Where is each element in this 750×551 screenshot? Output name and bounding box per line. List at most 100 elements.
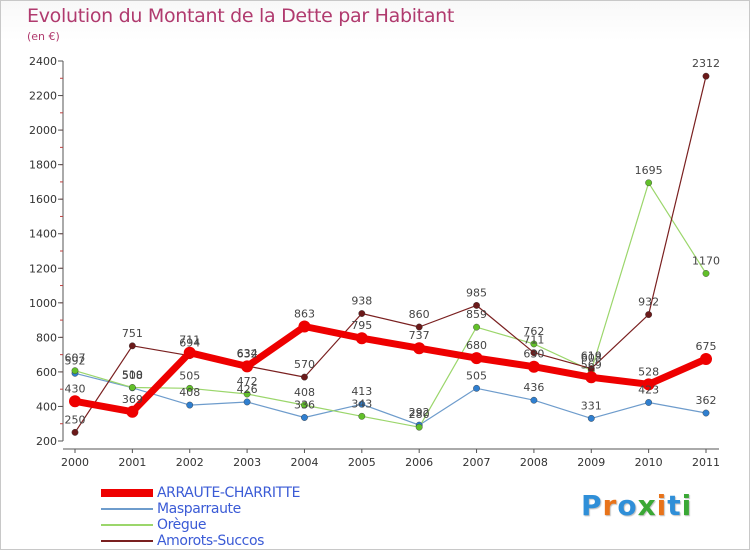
data-labels: 430 369 711 632 863 795 737 680 630 569 528 675 592 5… <box>65 57 721 426</box>
data-point <box>298 320 311 333</box>
data-label: 426 <box>237 383 258 396</box>
data-point <box>645 179 653 187</box>
data-label: 737 <box>409 329 430 342</box>
data-label: 570 <box>294 358 315 371</box>
x-tick-label: 2011 <box>692 456 720 469</box>
data-point <box>473 384 480 392</box>
x-tick-label: 2008 <box>520 456 548 469</box>
axes: 200 400 600 800 1000 1200 1400 1600 1800 2000 2200… <box>29 55 720 469</box>
data-label: 795 <box>351 319 372 332</box>
y-tick-label: 2000 <box>29 124 57 137</box>
legend-swatch <box>101 508 153 510</box>
x-tick-label: 2005 <box>348 456 376 469</box>
data-point <box>473 323 480 331</box>
data-point <box>358 412 366 420</box>
data-label: 711 <box>523 334 544 347</box>
data-label: 619 <box>581 350 602 363</box>
y-tick-label: 1400 <box>29 228 57 241</box>
data-point <box>587 414 595 422</box>
data-label: 932 <box>638 296 659 309</box>
data-label: 1695 <box>635 164 663 177</box>
y-tick-label: 200 <box>36 435 57 448</box>
data-point <box>702 409 710 417</box>
series-points <box>69 72 712 436</box>
series-line-2 <box>74 182 707 428</box>
data-point <box>301 414 308 421</box>
legend-item: Orègue <box>101 517 361 533</box>
data-label: 292 <box>409 406 430 419</box>
series-lines <box>71 75 710 433</box>
data-point <box>128 342 136 350</box>
x-tick-label: 2009 <box>577 456 605 469</box>
proxiti-logo: Proxiti <box>581 489 692 522</box>
y-tick-label: 1200 <box>29 262 57 275</box>
data-point <box>530 340 538 348</box>
legend-swatch <box>101 540 153 542</box>
data-point <box>126 405 139 418</box>
data-point <box>71 367 79 375</box>
data-point <box>527 360 540 373</box>
logo-letter: i <box>681 489 693 522</box>
data-label: 630 <box>523 348 544 361</box>
y-tick-label: 2200 <box>29 90 57 103</box>
data-point <box>355 332 368 345</box>
logo-letter: r <box>602 489 618 522</box>
data-point <box>241 360 254 373</box>
data-label: 430 <box>65 382 86 395</box>
y-tick-label: 2400 <box>29 55 57 68</box>
x-tick-label: 2007 <box>463 456 491 469</box>
logo-letter: t <box>667 489 682 522</box>
x-tick-label: 2001 <box>118 456 146 469</box>
data-point <box>645 311 653 318</box>
data-point <box>530 349 538 357</box>
x-tick-label: 2002 <box>176 456 204 469</box>
legend-item: ARRAUTE-CHARRITTE <box>101 485 361 501</box>
logo-letter: x <box>637 489 657 522</box>
data-point <box>702 270 710 277</box>
data-label: 472 <box>237 375 258 388</box>
data-label: 1170 <box>692 254 720 267</box>
legend-label: Orègue <box>157 517 207 533</box>
series-line-1 <box>74 372 707 426</box>
data-label: 508 <box>122 369 143 382</box>
data-label: 505 <box>179 369 200 382</box>
legend: ARRAUTE-CHARRITTE Masparraute Orègue Amorot… <box>101 485 361 549</box>
data-point <box>585 371 598 384</box>
data-point <box>415 423 423 431</box>
legend-label: ARRAUTE-CHARRITTE <box>157 485 301 501</box>
data-label: 860 <box>409 308 430 321</box>
data-point <box>415 323 423 331</box>
data-label: 2312 <box>692 57 720 70</box>
data-label: 280 <box>409 408 430 421</box>
data-label: 608 <box>581 352 602 365</box>
data-label: 413 <box>351 385 372 398</box>
x-tick-label: 2010 <box>635 456 663 469</box>
data-label: 362 <box>696 394 717 407</box>
data-label: 510 <box>122 368 143 381</box>
data-label: 592 <box>65 354 86 367</box>
data-label: 751 <box>122 327 143 340</box>
data-point <box>700 352 712 365</box>
chart-title: Evolution du Montant de la Dette par Hab… <box>27 5 455 27</box>
data-point <box>69 395 81 408</box>
data-point <box>186 384 194 392</box>
x-tick-label: 2000 <box>61 456 89 469</box>
data-point <box>413 342 426 355</box>
data-point <box>702 72 710 80</box>
legend-item: Masparraute <box>101 501 361 517</box>
data-point <box>358 400 366 408</box>
data-point <box>642 378 655 391</box>
data-point <box>301 401 308 409</box>
data-label: 336 <box>294 399 315 412</box>
y-tick-label: 1800 <box>29 159 57 172</box>
data-label: 985 <box>466 286 487 299</box>
data-label: 505 <box>466 369 487 382</box>
data-label: 863 <box>294 307 315 320</box>
chart-subtitle: (en €) <box>27 30 60 43</box>
logo-letter: P <box>581 489 603 522</box>
data-label: 634 <box>237 347 258 360</box>
series-line-3 <box>74 75 707 433</box>
legend-swatch <box>101 524 153 526</box>
data-label: 408 <box>294 386 315 399</box>
